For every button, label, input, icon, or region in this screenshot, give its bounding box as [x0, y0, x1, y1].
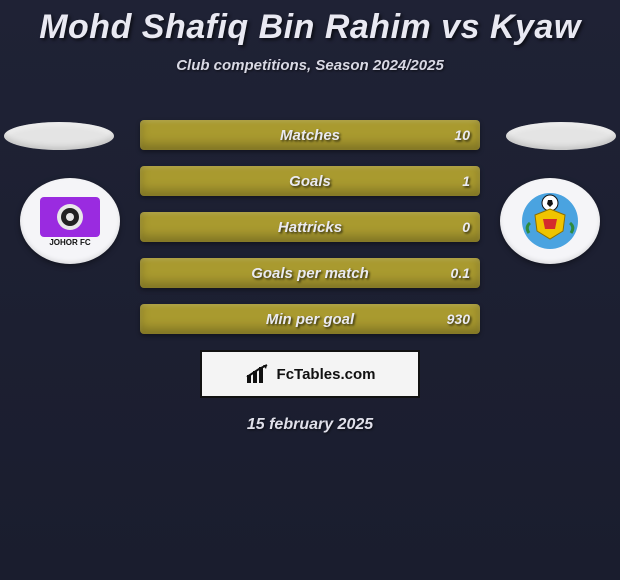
- stat-value: 10: [454, 127, 470, 143]
- date-text: 15 february 2025: [0, 416, 620, 434]
- stat-bar-min-per-goal: Min per goal 930: [140, 304, 480, 334]
- brand-text: FcTables.com: [277, 366, 376, 383]
- club-left-crest: JOHOR FC: [35, 191, 105, 251]
- stat-label: Min per goal: [266, 311, 354, 328]
- content-area: JOHOR FC Matches 10: [0, 120, 620, 434]
- stat-label: Goals: [289, 173, 331, 190]
- stat-value: 0: [462, 219, 470, 235]
- player-right-placeholder: [506, 122, 616, 150]
- stat-value: 1: [462, 173, 470, 189]
- club-right-badge: [500, 178, 600, 264]
- stat-value: 930: [447, 311, 470, 327]
- subtitle: Club competitions, Season 2024/2025: [0, 57, 620, 74]
- page-title: Mohd Shafiq Bin Rahim vs Kyaw: [0, 0, 620, 47]
- stat-value: 0.1: [451, 265, 470, 281]
- stat-bar-hattricks: Hattricks 0: [140, 212, 480, 242]
- stat-label: Hattricks: [278, 219, 342, 236]
- club-left-badge: JOHOR FC: [20, 178, 120, 264]
- stat-bar-matches: Matches 10: [140, 120, 480, 150]
- svg-text:JOHOR FC: JOHOR FC: [49, 238, 91, 247]
- stat-bar-goals-per-match: Goals per match 0.1: [140, 258, 480, 288]
- brand-chart-icon: [245, 363, 271, 385]
- stat-label: Matches: [280, 127, 340, 144]
- stat-label: Goals per match: [251, 265, 369, 282]
- brand-box: FcTables.com: [200, 350, 420, 398]
- stat-bar-goals: Goals 1: [140, 166, 480, 196]
- comparison-card: Mohd Shafiq Bin Rahim vs Kyaw Club compe…: [0, 0, 620, 580]
- player-left-placeholder: [4, 122, 114, 150]
- stat-bars: Matches 10 Goals 1 Hattricks 0 Goals per…: [140, 120, 480, 334]
- club-right-crest: [515, 191, 585, 251]
